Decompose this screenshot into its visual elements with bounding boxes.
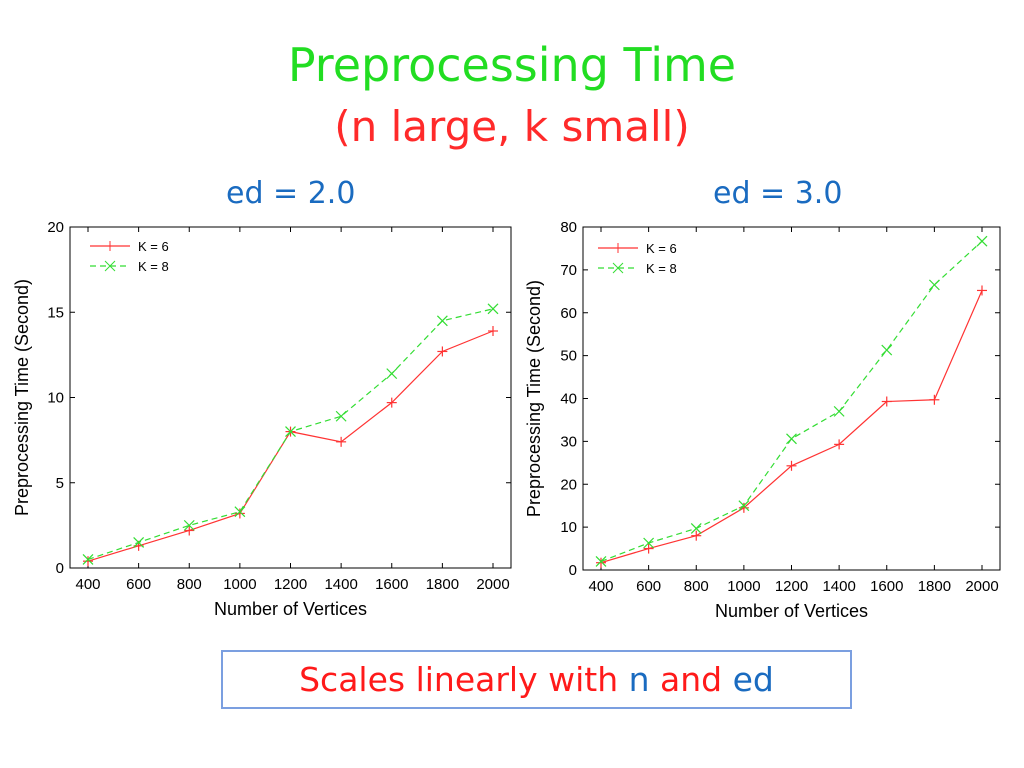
data-point (336, 436, 347, 447)
legend-label: K = 6 (646, 241, 677, 256)
data-point (738, 502, 749, 513)
data-point (82, 554, 94, 565)
x-tick-label: 1200 (274, 576, 307, 593)
x-tick-label: 1000 (727, 578, 760, 595)
x-tick-label: 2000 (476, 576, 509, 593)
data-point (234, 506, 246, 518)
legend-label: K = 6 (138, 239, 169, 254)
data-point (881, 396, 892, 407)
x-tick-label: 400 (75, 576, 100, 593)
legend-marker (612, 262, 624, 274)
data-point (976, 235, 988, 247)
data-point (928, 279, 940, 291)
y-tick-label: 20 (47, 219, 64, 236)
y-axis-label: Preprocessing Time (Second) (12, 279, 32, 516)
y-axis-label: Preprocessing Time (Second) (524, 280, 544, 517)
data-point (335, 410, 347, 422)
data-point (285, 426, 296, 438)
data-point (786, 460, 797, 471)
callout-text-and: and (649, 660, 733, 699)
x-tick-label: 1600 (870, 578, 903, 595)
data-point (386, 397, 397, 408)
chart-1-title: ed = 2.0 (226, 176, 356, 211)
data-point (133, 537, 145, 548)
x-axis-label: Number of Vertices (214, 599, 367, 619)
y-tick-label: 15 (47, 304, 64, 321)
y-tick-label: 5 (56, 475, 64, 492)
x-tick-label: 600 (636, 578, 661, 595)
data-point (596, 557, 606, 568)
data-point (643, 543, 654, 554)
data-point (643, 537, 655, 549)
y-tick-label: 20 (560, 476, 577, 493)
summary-callout: Scales linearly with n and ed (221, 650, 852, 709)
y-tick-label: 10 (47, 390, 64, 407)
x-axis-label: Number of Vertices (715, 601, 868, 621)
x-tick-label: 1200 (775, 578, 808, 595)
y-tick-label: 30 (560, 433, 577, 450)
data-point (184, 525, 195, 536)
x-tick-label: 2000 (965, 578, 998, 595)
slide-title: Preprocessing Time (287, 38, 737, 92)
data-point (234, 508, 245, 519)
y-tick-label: 50 (560, 348, 577, 365)
callout-text-n: n (628, 660, 650, 699)
slide-subtitle: (n large, k small) (334, 102, 690, 151)
data-point (595, 556, 607, 567)
callout-text-1: Scales linearly with (299, 660, 629, 699)
y-tick-label: 60 (560, 305, 577, 322)
data-point (436, 315, 448, 327)
data-point (83, 556, 93, 567)
y-tick-label: 10 (560, 519, 577, 536)
x-tick-label: 1800 (426, 576, 459, 593)
data-point (929, 394, 940, 405)
data-point (786, 433, 797, 445)
x-tick-label: 400 (588, 578, 613, 595)
legend-marker (613, 243, 623, 253)
legend-marker (105, 241, 115, 251)
legend-marker (104, 260, 116, 272)
chart-2-title: ed = 3.0 (713, 176, 843, 211)
x-tick-label: 1400 (324, 576, 357, 593)
y-tick-label: 70 (560, 262, 577, 279)
x-tick-label: 1000 (223, 576, 256, 593)
series-line (600, 290, 983, 564)
data-point (881, 344, 893, 356)
y-tick-label: 40 (560, 391, 577, 408)
data-point (386, 368, 398, 380)
y-tick-label: 0 (56, 560, 64, 577)
data-point (487, 303, 499, 315)
x-tick-label: 1400 (822, 578, 855, 595)
series-line (600, 240, 983, 562)
x-tick-label: 800 (684, 578, 709, 595)
data-point (977, 285, 987, 296)
data-point (834, 439, 845, 450)
x-tick-label: 1800 (918, 578, 951, 595)
data-point (690, 522, 702, 534)
x-tick-label: 600 (126, 576, 151, 593)
x-tick-label: 1600 (375, 576, 408, 593)
data-point (183, 519, 195, 531)
legend-label: K = 8 (646, 261, 677, 276)
data-point (691, 530, 702, 541)
callout-text-ed: ed (732, 660, 774, 699)
y-tick-label: 80 (560, 219, 577, 236)
x-tick-label: 800 (177, 576, 202, 593)
data-point (488, 326, 498, 337)
data-point (437, 346, 448, 357)
data-point (833, 405, 845, 417)
data-point (738, 500, 750, 512)
legend-label: K = 8 (138, 259, 169, 274)
y-tick-label: 0 (569, 562, 577, 579)
plot-frame (582, 226, 1001, 571)
